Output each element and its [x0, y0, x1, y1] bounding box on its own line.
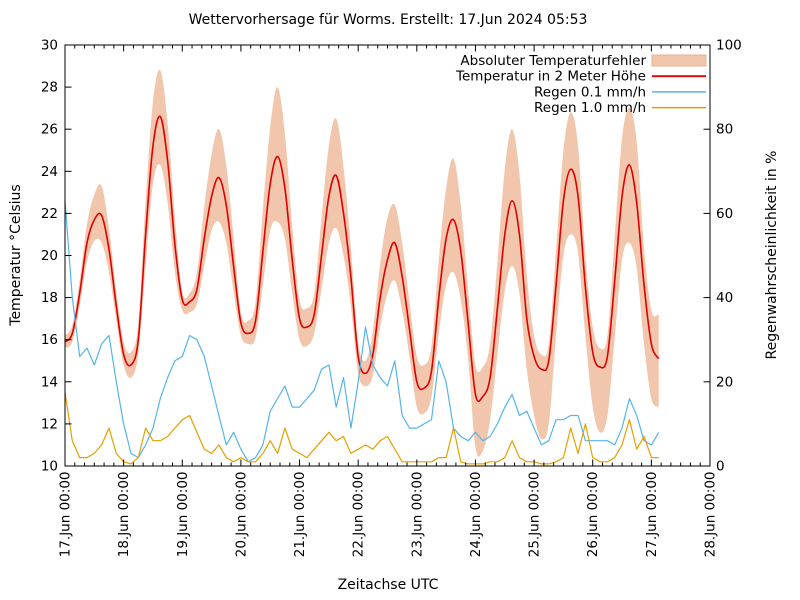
x-tick-label: 17.Jun 00:00 [58, 472, 74, 558]
x-tick-label: 26.Jun 00:00 [585, 472, 601, 558]
legend-entry: Absoluter Temperaturfehler [460, 53, 707, 69]
y-left-tick-label: 24 [41, 164, 58, 180]
y-left-tick-label: 22 [41, 206, 58, 222]
legend-label: Regen 1.0 mm/h [534, 100, 646, 116]
y-right-tick-label: 0 [716, 459, 725, 475]
y-right-tick-label: 60 [716, 206, 733, 222]
y-left-tick-label: 16 [41, 332, 58, 348]
x-tick-label: 27.Jun 00:00 [644, 472, 660, 558]
y-left-tick-label: 28 [41, 80, 58, 96]
y-right-tick-label: 100 [716, 38, 742, 54]
x-tick-label: 25.Jun 00:00 [527, 472, 543, 558]
y-right-tick-label: 80 [716, 122, 733, 138]
legend-label: Temperatur in 2 Meter Höhe [455, 69, 646, 85]
temperature-line [65, 115, 660, 403]
y-left-tick-label: 10 [41, 459, 58, 475]
temperature-error-band [65, 69, 659, 457]
legend-entry: Regen 1.0 mm/h [534, 100, 706, 116]
y-left-tick-label: 18 [41, 290, 58, 306]
x-tick-labels: 17.Jun 00:00 18.Jun 00:00 19.Jun 00:00 20.J… [58, 472, 719, 558]
legend-label: Regen 0.1 mm/h [534, 84, 646, 100]
x-tick-label: 19.Jun 00:00 [175, 472, 191, 558]
y-left-tick-label: 30 [41, 38, 58, 54]
legend-label: Absoluter Temperaturfehler [460, 53, 646, 69]
x-tick-label: 23.Jun 00:00 [409, 472, 425, 558]
y-left-tick-label: 12 [41, 416, 58, 432]
y-right-tick-label: 20 [716, 374, 733, 390]
x-axis-label: Zeitachse UTC [337, 577, 439, 593]
plot-area [65, 69, 660, 465]
x-tick-label: 20.Jun 00:00 [233, 472, 249, 558]
y-left-tick-label: 14 [41, 374, 58, 390]
x-tick-label: 18.Jun 00:00 [116, 472, 132, 558]
rain-01-line [65, 200, 660, 463]
x-tick-label: 21.Jun 00:00 [292, 472, 308, 558]
chart-title: Wettervorhersage für Worms. Erstellt: 17… [188, 12, 588, 28]
x-tick-label: 22.Jun 00:00 [351, 472, 367, 558]
legend-band-swatch [651, 54, 707, 67]
y-left-tick-label: 20 [41, 248, 58, 264]
legend-entry: Temperatur in 2 Meter Höhe [455, 69, 706, 85]
y-right-tick-label: 40 [716, 290, 733, 306]
x-tick-label: 24.Jun 00:00 [468, 472, 484, 558]
rain-10-line [65, 392, 659, 465]
y-right-tick-labels: 0 20 40 60 80 100 [716, 38, 742, 475]
x-tick-label: 28.Jun 00:00 [703, 472, 719, 558]
y-left-tick-labels: 10 12 14 16 18 20 22 24 26 28 30 [41, 38, 58, 475]
legend-entry: Regen 0.1 mm/h [534, 84, 706, 100]
axis-ticks [64, 44, 711, 467]
y-left-tick-label: 26 [41, 122, 58, 138]
